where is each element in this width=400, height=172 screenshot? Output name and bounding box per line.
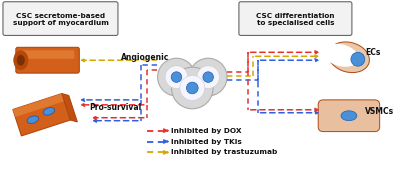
Circle shape: [158, 58, 195, 96]
Circle shape: [180, 76, 205, 100]
Text: VSMCs: VSMCs: [365, 107, 394, 116]
Text: Pro-survival: Pro-survival: [89, 103, 142, 112]
Polygon shape: [13, 94, 70, 136]
Text: Inhibited by trastuzumab: Inhibited by trastuzumab: [172, 149, 278, 155]
Circle shape: [186, 82, 198, 94]
FancyBboxPatch shape: [239, 2, 352, 35]
Text: Inhibited by TKIs: Inhibited by TKIs: [172, 138, 242, 144]
Circle shape: [203, 72, 214, 82]
Polygon shape: [13, 94, 64, 117]
Circle shape: [197, 66, 220, 88]
FancyBboxPatch shape: [318, 100, 380, 132]
FancyBboxPatch shape: [3, 2, 118, 35]
Text: CSC secretome-based
support of myocardium: CSC secretome-based support of myocardiu…: [12, 13, 108, 26]
Text: Angiogenic: Angiogenic: [121, 53, 169, 62]
Polygon shape: [62, 94, 77, 122]
Ellipse shape: [43, 108, 55, 115]
Circle shape: [189, 58, 227, 96]
Ellipse shape: [341, 111, 357, 121]
Ellipse shape: [27, 116, 38, 123]
Circle shape: [172, 67, 213, 109]
Text: Inhibited by DOX: Inhibited by DOX: [172, 128, 242, 134]
Ellipse shape: [328, 42, 370, 73]
Ellipse shape: [14, 51, 28, 69]
Text: ECs: ECs: [365, 48, 380, 57]
FancyBboxPatch shape: [21, 50, 74, 59]
Text: CSC differentiation
to specialised cells: CSC differentiation to specialised cells: [256, 13, 335, 26]
FancyBboxPatch shape: [16, 47, 79, 73]
Ellipse shape: [17, 55, 25, 66]
Circle shape: [165, 66, 188, 88]
Circle shape: [351, 52, 365, 66]
Ellipse shape: [324, 44, 358, 67]
Circle shape: [171, 72, 182, 82]
